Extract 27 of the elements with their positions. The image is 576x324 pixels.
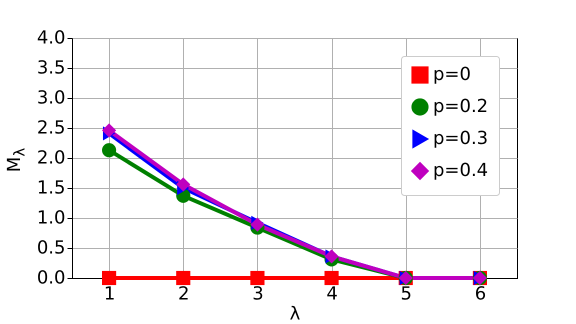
point — [176, 270, 190, 286]
legend-label: p=0 — [433, 64, 471, 85]
x-tick-label: 2 — [178, 284, 190, 304]
y-tick-label: 3.5 — [36, 58, 66, 78]
x-tick-label: 4 — [326, 284, 338, 304]
y-tick-label: 1.0 — [36, 208, 66, 228]
point — [102, 123, 116, 138]
legend-label: p=0.4 — [433, 160, 488, 181]
x-tick-label: 3 — [252, 284, 264, 304]
point — [176, 177, 190, 192]
y-tick-label: 0.5 — [36, 238, 66, 258]
y-tick-label: 2.0 — [36, 148, 66, 168]
y-tick-label: 1.5 — [36, 178, 66, 198]
point — [102, 270, 116, 286]
x-tick-label: 5 — [400, 284, 412, 304]
point — [102, 143, 116, 158]
legend-label: p=0.2 — [433, 96, 488, 117]
point — [324, 270, 339, 286]
x-tick-label: 1 — [104, 284, 116, 304]
legend-label: p=0.3 — [433, 128, 488, 149]
x-axis-title: λ — [290, 304, 301, 324]
y-tick-label: 0.0 — [36, 268, 66, 288]
y-tick-label: 3.0 — [36, 88, 66, 108]
point — [250, 270, 264, 286]
y-tick-label: 2.5 — [36, 118, 66, 138]
y-tick-label: 4.0 — [36, 28, 66, 48]
x-tick-label: 6 — [474, 284, 486, 304]
